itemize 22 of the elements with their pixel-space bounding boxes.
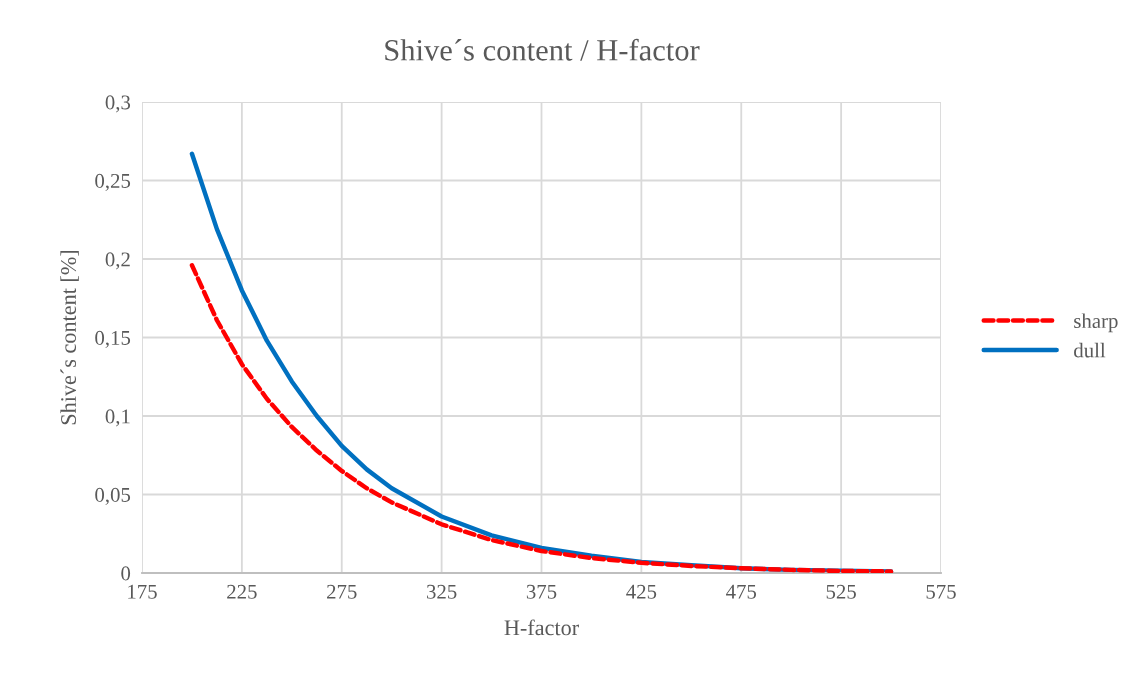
x-tick-label: 525 xyxy=(826,584,856,599)
y-tick-label: 0,05 xyxy=(95,487,131,505)
y-tick-label: 0,15 xyxy=(95,330,131,348)
line-series xyxy=(189,263,894,573)
y-tick-label: 0 xyxy=(121,566,131,581)
x-tick-label: 275 xyxy=(327,584,357,599)
y-axis-title: Shive´s content [%] xyxy=(60,250,79,425)
y-tick-label: 0,3 xyxy=(105,95,131,113)
x-tick-label: 175 xyxy=(128,584,157,599)
x-tick-label: 225 xyxy=(227,584,257,599)
y-tick-label: 0,25 xyxy=(95,173,131,191)
legend-label: dull xyxy=(1074,342,1106,358)
chart-title: Shive´s content / H-factor xyxy=(385,38,700,61)
x-tick-label: 375 xyxy=(526,584,557,599)
legend-label: sharp xyxy=(1074,313,1118,333)
x-tick-label: 425 xyxy=(626,584,657,599)
x-tick-label: 475 xyxy=(726,584,757,599)
x-tick-label: 325 xyxy=(427,584,457,599)
y-tick-label: 0,1 xyxy=(105,409,130,427)
x-axis-title: H-factor xyxy=(504,619,579,636)
x-tick-label: 575 xyxy=(926,584,956,599)
y-tick-label: 0,2 xyxy=(105,252,130,270)
